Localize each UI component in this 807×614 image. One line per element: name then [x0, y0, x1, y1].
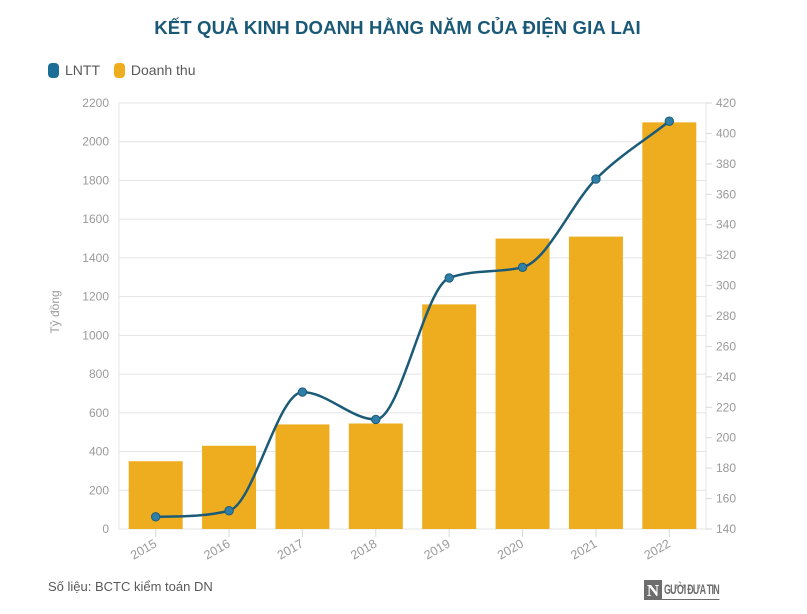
svg-text:2021: 2021 — [568, 536, 599, 562]
svg-text:200: 200 — [716, 431, 736, 445]
svg-text:1000: 1000 — [82, 328, 109, 342]
svg-text:300: 300 — [716, 279, 736, 293]
svg-text:0: 0 — [102, 522, 109, 536]
svg-text:400: 400 — [716, 126, 736, 140]
svg-text:1600: 1600 — [82, 212, 109, 226]
svg-text:800: 800 — [89, 367, 109, 381]
svg-text:340: 340 — [716, 218, 736, 232]
svg-text:140: 140 — [716, 522, 736, 536]
svg-text:260: 260 — [716, 339, 736, 353]
svg-text:320: 320 — [716, 248, 736, 262]
svg-text:400: 400 — [89, 445, 109, 459]
svg-text:600: 600 — [89, 406, 109, 420]
svg-text:1400: 1400 — [82, 251, 109, 265]
svg-text:160: 160 — [716, 492, 736, 506]
svg-text:2018: 2018 — [348, 536, 379, 562]
svg-text:220: 220 — [716, 400, 736, 414]
svg-text:200: 200 — [89, 483, 109, 497]
svg-text:2020: 2020 — [495, 536, 526, 562]
svg-text:2022: 2022 — [642, 536, 673, 562]
svg-text:420: 420 — [716, 96, 736, 110]
svg-text:180: 180 — [716, 461, 736, 475]
svg-text:2000: 2000 — [82, 135, 109, 149]
svg-text:2017: 2017 — [275, 536, 306, 562]
svg-text:2015: 2015 — [128, 536, 159, 562]
svg-text:240: 240 — [716, 370, 736, 384]
svg-text:2200: 2200 — [82, 96, 109, 110]
svg-text:1200: 1200 — [82, 290, 109, 304]
svg-text:360: 360 — [716, 187, 736, 201]
svg-text:380: 380 — [716, 157, 736, 171]
svg-text:2019: 2019 — [422, 536, 453, 562]
svg-text:1800: 1800 — [82, 173, 109, 187]
svg-text:280: 280 — [716, 309, 736, 323]
svg-text:2016: 2016 — [201, 536, 232, 562]
